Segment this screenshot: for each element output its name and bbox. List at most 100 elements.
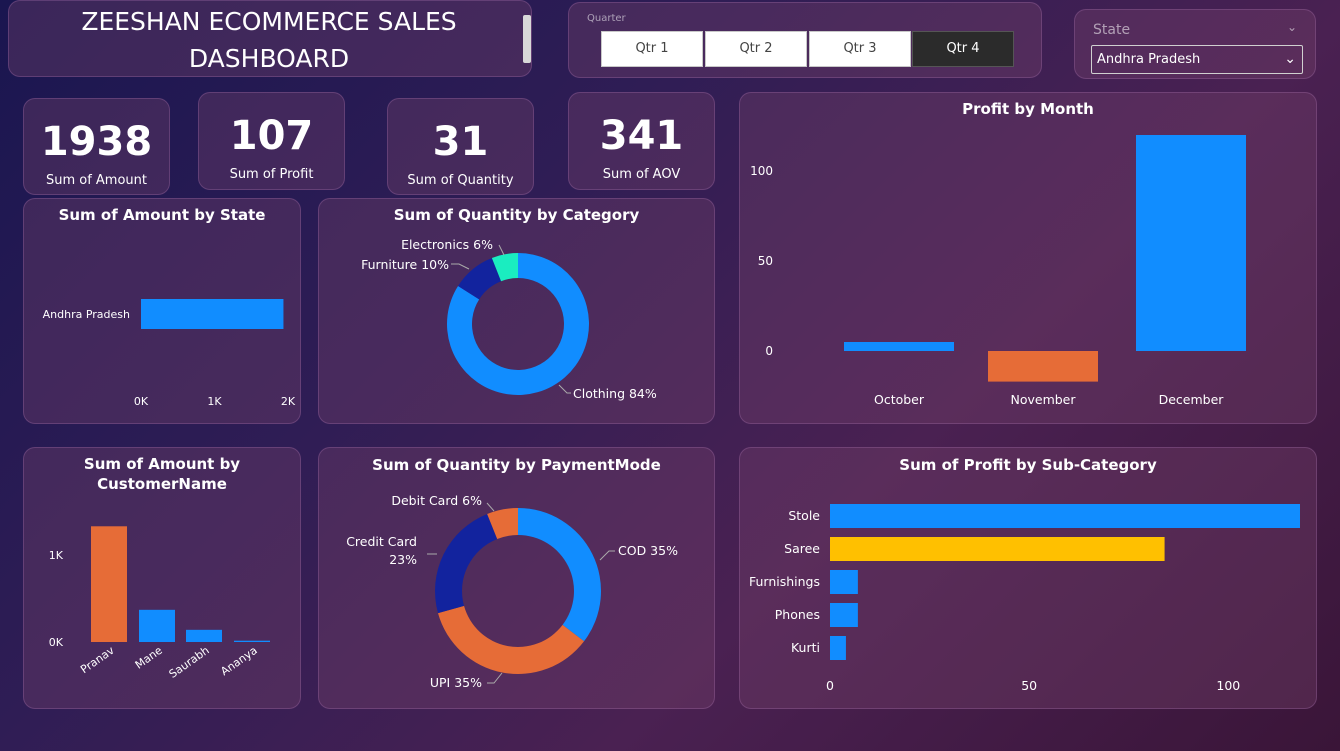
data-label: Furniture 10% bbox=[361, 257, 449, 272]
dashboard-title: ZEESHAN ECOMMERCE SALES DASHBOARD bbox=[9, 3, 529, 77]
chart-title: Sum of Quantity by PaymentMode bbox=[372, 456, 661, 474]
x-tick-label: October bbox=[874, 392, 925, 407]
x-tick-label: 100 bbox=[1216, 678, 1240, 693]
y-tick-label: Phones bbox=[775, 607, 820, 622]
y-tick-label: 100 bbox=[750, 164, 773, 178]
donut-slice bbox=[438, 605, 585, 674]
bar bbox=[186, 629, 222, 642]
donut-slice bbox=[487, 508, 518, 540]
kpi-label: Sum of AOV bbox=[602, 167, 681, 182]
kpi-card-aov: 341 Sum of AOV bbox=[568, 92, 715, 190]
quarter-button-q4[interactable]: Qtr 4 bbox=[912, 31, 1014, 67]
quarter-button-q3[interactable]: Qtr 3 bbox=[809, 31, 911, 67]
leader-line bbox=[498, 244, 505, 256]
data-label: Electronics 6% bbox=[401, 237, 493, 252]
chevron-down-icon[interactable]: ⌄ bbox=[1287, 20, 1298, 34]
chart-amount-by-customer: Sum of Amount by CustomerName 0K 1K Pranav… bbox=[23, 447, 301, 709]
x-tick-label: 2K bbox=[281, 395, 296, 408]
x-tick-label: 1K bbox=[207, 395, 222, 408]
y-tick-label: Furnishings bbox=[749, 574, 820, 589]
kpi-card-amount: 1938 Sum of Amount bbox=[23, 98, 170, 195]
chart-svg: Clothing 84% Furniture 10% Electronics 6% bbox=[361, 237, 657, 401]
x-tick-label: Mane bbox=[133, 644, 165, 672]
donut-slice bbox=[491, 253, 518, 282]
bar bbox=[234, 640, 270, 642]
chart-quantity-by-category: Sum of Quantity by Category Clothing 84%… bbox=[318, 198, 715, 424]
x-tick-label: 0K bbox=[134, 395, 149, 408]
state-dropdown[interactable]: Andhra Pradesh ⌄ bbox=[1091, 45, 1303, 74]
y-tick-label: 50 bbox=[758, 254, 773, 268]
chart-svg: 0 50 100 October November December bbox=[750, 135, 1246, 407]
chart-title: Sum of Amount by State bbox=[58, 206, 266, 224]
x-tick-label: 50 bbox=[1021, 678, 1037, 693]
chart-quantity-by-paymentmode: Sum of Quantity by PaymentMode COD 35% UP… bbox=[318, 447, 715, 709]
leader-line bbox=[599, 550, 615, 561]
bar bbox=[830, 570, 858, 594]
quarter-slicer: Quarter Qtr 1 Qtr 2 Qtr 3 Qtr 4 bbox=[568, 2, 1042, 78]
y-tick-label: 0K bbox=[49, 636, 64, 649]
bar bbox=[830, 603, 858, 627]
bar bbox=[830, 504, 1300, 528]
y-tick-label: Kurti bbox=[791, 640, 820, 655]
chart-title: Profit by Month bbox=[962, 100, 1094, 118]
dashboard-title-line2: DASHBOARD bbox=[188, 44, 350, 73]
leader-line bbox=[558, 384, 571, 394]
data-label: UPI 35% bbox=[430, 675, 482, 690]
x-tick-label: Pranav bbox=[78, 644, 117, 677]
y-tick-label: Andhra Pradesh bbox=[43, 308, 130, 321]
kpi-label: Sum of Profit bbox=[229, 167, 314, 182]
data-label: Debit Card 6% bbox=[391, 493, 482, 508]
title-scrollbar[interactable] bbox=[523, 15, 531, 63]
data-label: 23% bbox=[389, 552, 417, 567]
chart-title: Sum of Amount by CustomerName bbox=[24, 454, 300, 494]
chart-title: Sum of Quantity by Category bbox=[393, 206, 640, 224]
data-label: COD 35% bbox=[618, 543, 678, 558]
kpi-label: Sum of Quantity bbox=[407, 173, 514, 188]
bar bbox=[830, 537, 1165, 561]
chart-svg: Andhra Pradesh 0K 1K 2K bbox=[43, 299, 296, 408]
chart-title: Sum of Profit by Sub-Category bbox=[899, 456, 1157, 474]
data-label: Clothing 84% bbox=[573, 386, 657, 401]
quarter-button-q2[interactable]: Qtr 2 bbox=[705, 31, 807, 67]
bar bbox=[1136, 135, 1246, 351]
quarter-slicer-label: Quarter bbox=[587, 13, 626, 24]
bar bbox=[141, 299, 284, 329]
chart-title-line1: Sum of Amount by bbox=[83, 455, 241, 473]
donut-slice bbox=[435, 513, 498, 614]
y-tick-label: Saree bbox=[784, 541, 820, 556]
chart-amount-by-state: Sum of Amount by State Andhra Pradesh 0K 1… bbox=[23, 198, 301, 424]
bar bbox=[830, 636, 846, 660]
chart-svg: COD 35% UPI 35% Credit Card 23% Debit Card 6… bbox=[346, 493, 678, 690]
state-dropdown-value: Andhra Pradesh bbox=[1097, 52, 1201, 67]
leader-line bbox=[486, 502, 495, 512]
kpi-card-profit: 107 Sum of Profit bbox=[198, 92, 345, 190]
dropdown-chevron-icon: ⌄ bbox=[1284, 51, 1296, 67]
donut-slice bbox=[518, 508, 601, 642]
kpi-label: Sum of Amount bbox=[45, 173, 148, 188]
bar bbox=[91, 526, 127, 642]
chart-profit-by-month: Profit by Month 0 50 100 October November Dec… bbox=[739, 92, 1317, 424]
x-tick-label: Saurabh bbox=[167, 644, 212, 681]
donut-slice bbox=[447, 253, 589, 395]
kpi-value: 31 bbox=[432, 119, 489, 165]
bar bbox=[844, 342, 954, 351]
bar bbox=[139, 609, 175, 642]
x-tick-label: December bbox=[1159, 392, 1225, 407]
kpi-value: 1938 bbox=[40, 119, 153, 165]
chart-svg: Stole Saree Furnishings Phones Kurti 0 50 100 bbox=[749, 504, 1300, 693]
y-tick-label: 0 bbox=[765, 344, 773, 358]
kpi-card-quantity: 31 Sum of Quantity bbox=[387, 98, 534, 195]
quarter-button-q1[interactable]: Qtr 1 bbox=[601, 31, 703, 67]
kpi-value: 341 bbox=[599, 113, 684, 159]
y-tick-label: 1K bbox=[49, 549, 64, 562]
leader-line bbox=[487, 672, 503, 684]
x-tick-label: 0 bbox=[826, 678, 834, 693]
x-tick-label: November bbox=[1010, 392, 1076, 407]
donut-slice bbox=[458, 257, 502, 300]
leader-line bbox=[451, 263, 470, 270]
bar bbox=[988, 351, 1098, 382]
kpi-value: 107 bbox=[229, 113, 314, 159]
dashboard-title-card: ZEESHAN ECOMMERCE SALES DASHBOARD bbox=[8, 0, 532, 77]
data-label: Credit Card bbox=[346, 534, 417, 549]
chart-profit-by-subcategory: Sum of Profit by Sub-Category Stole Saree… bbox=[739, 447, 1317, 709]
